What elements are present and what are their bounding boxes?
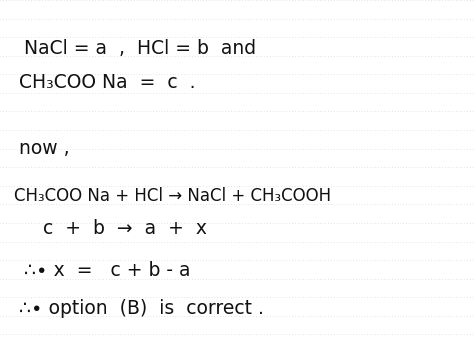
Text: ∴∙ option  (B)  is  correct .: ∴∙ option (B) is correct . bbox=[19, 299, 264, 317]
Text: c  +  b  →  a  +  x: c + b → a + x bbox=[43, 219, 207, 238]
Text: now ,: now , bbox=[19, 138, 70, 157]
Text: CH₃COO Na  =  c  .: CH₃COO Na = c . bbox=[19, 73, 195, 92]
Text: CH₃COO Na + HCl → NaCl + CH₃COOH: CH₃COO Na + HCl → NaCl + CH₃COOH bbox=[14, 187, 331, 205]
Text: NaCl = a  ,  HCl = b  and: NaCl = a , HCl = b and bbox=[24, 38, 256, 58]
Text: ∴∙ x  =   c + b - a: ∴∙ x = c + b - a bbox=[24, 261, 190, 280]
